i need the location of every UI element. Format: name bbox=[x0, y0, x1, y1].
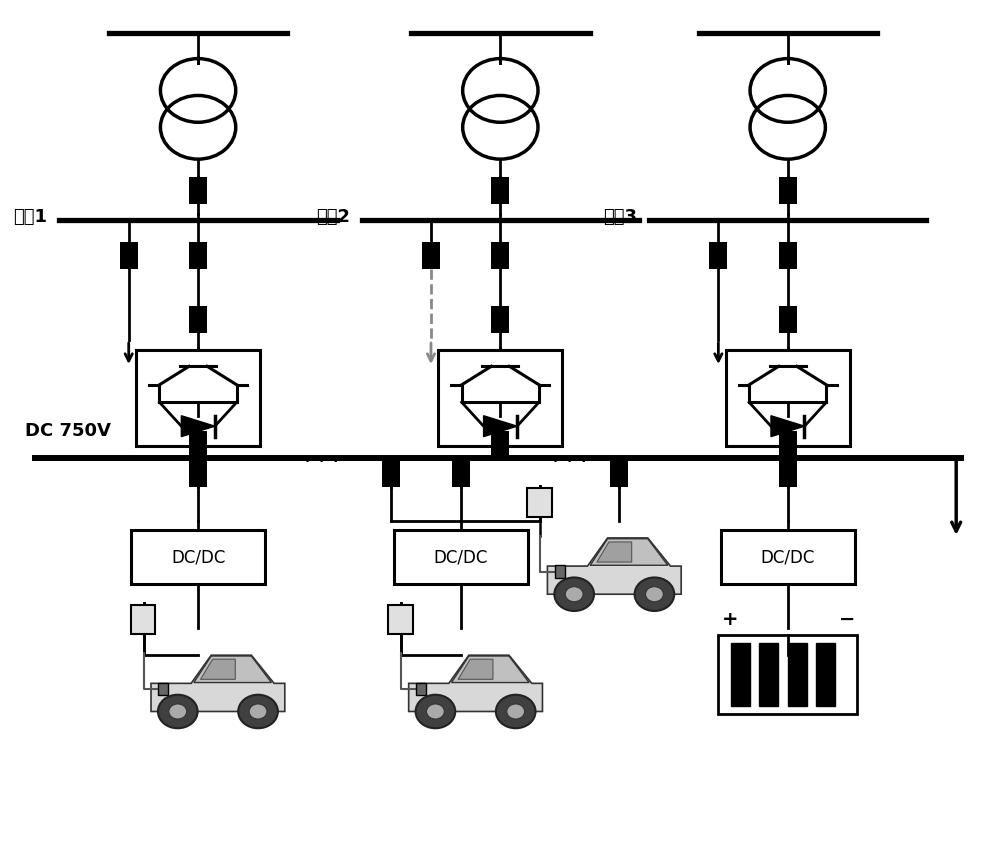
Bar bbox=[491, 177, 509, 204]
Bar bbox=[131, 605, 155, 634]
Text: · · ·: · · · bbox=[552, 453, 587, 472]
Bar bbox=[136, 349, 260, 446]
Text: 台区2: 台区2 bbox=[316, 208, 350, 226]
Polygon shape bbox=[458, 659, 493, 679]
Polygon shape bbox=[201, 659, 235, 679]
Bar bbox=[394, 530, 528, 585]
Bar bbox=[779, 460, 797, 486]
Bar bbox=[189, 242, 207, 269]
Bar bbox=[610, 460, 628, 486]
Polygon shape bbox=[194, 656, 271, 683]
Bar bbox=[527, 487, 552, 517]
Bar bbox=[491, 431, 509, 459]
Text: · · ·: · · · bbox=[304, 453, 340, 472]
Text: DC 750V: DC 750V bbox=[25, 422, 111, 440]
Bar bbox=[491, 305, 509, 332]
Circle shape bbox=[416, 695, 455, 728]
Bar bbox=[779, 177, 797, 204]
Circle shape bbox=[554, 578, 594, 611]
Circle shape bbox=[496, 695, 536, 728]
Circle shape bbox=[238, 695, 278, 728]
Text: +: + bbox=[722, 610, 738, 629]
Bar bbox=[731, 643, 750, 706]
Circle shape bbox=[635, 578, 674, 611]
Circle shape bbox=[158, 695, 198, 728]
Circle shape bbox=[249, 704, 267, 719]
Bar bbox=[779, 305, 797, 332]
Bar bbox=[189, 460, 207, 486]
Bar bbox=[816, 643, 835, 706]
Bar bbox=[189, 431, 207, 459]
Polygon shape bbox=[771, 415, 804, 437]
Circle shape bbox=[646, 586, 663, 602]
Bar bbox=[779, 242, 797, 269]
Bar bbox=[452, 460, 470, 486]
Circle shape bbox=[169, 704, 187, 719]
Polygon shape bbox=[409, 655, 542, 711]
Polygon shape bbox=[451, 656, 529, 683]
Text: 台区3: 台区3 bbox=[603, 208, 637, 226]
Bar bbox=[788, 643, 807, 706]
Circle shape bbox=[565, 586, 583, 602]
Text: −: − bbox=[839, 610, 855, 629]
Bar bbox=[131, 530, 265, 585]
Bar bbox=[416, 683, 426, 695]
Polygon shape bbox=[151, 655, 285, 711]
Bar bbox=[726, 349, 850, 446]
Text: 台区1: 台区1 bbox=[13, 208, 47, 226]
Text: DC/DC: DC/DC bbox=[434, 548, 488, 566]
Bar bbox=[120, 242, 138, 269]
Polygon shape bbox=[547, 538, 681, 594]
Bar bbox=[555, 565, 565, 578]
Bar bbox=[709, 242, 727, 269]
Bar bbox=[759, 643, 778, 706]
Polygon shape bbox=[597, 542, 632, 562]
Circle shape bbox=[427, 704, 444, 719]
Bar bbox=[422, 242, 440, 269]
Polygon shape bbox=[181, 415, 215, 437]
Bar bbox=[491, 242, 509, 269]
Polygon shape bbox=[590, 539, 668, 565]
Bar bbox=[189, 177, 207, 204]
Bar bbox=[721, 530, 855, 585]
Polygon shape bbox=[484, 415, 517, 437]
Bar bbox=[438, 349, 562, 446]
Bar bbox=[189, 305, 207, 332]
Text: DC/DC: DC/DC bbox=[171, 548, 225, 566]
Text: DC/DC: DC/DC bbox=[761, 548, 815, 566]
Bar bbox=[388, 605, 413, 634]
Circle shape bbox=[507, 704, 525, 719]
Bar bbox=[718, 634, 857, 714]
Bar bbox=[382, 460, 400, 486]
Bar bbox=[779, 431, 797, 459]
Bar bbox=[158, 683, 168, 695]
